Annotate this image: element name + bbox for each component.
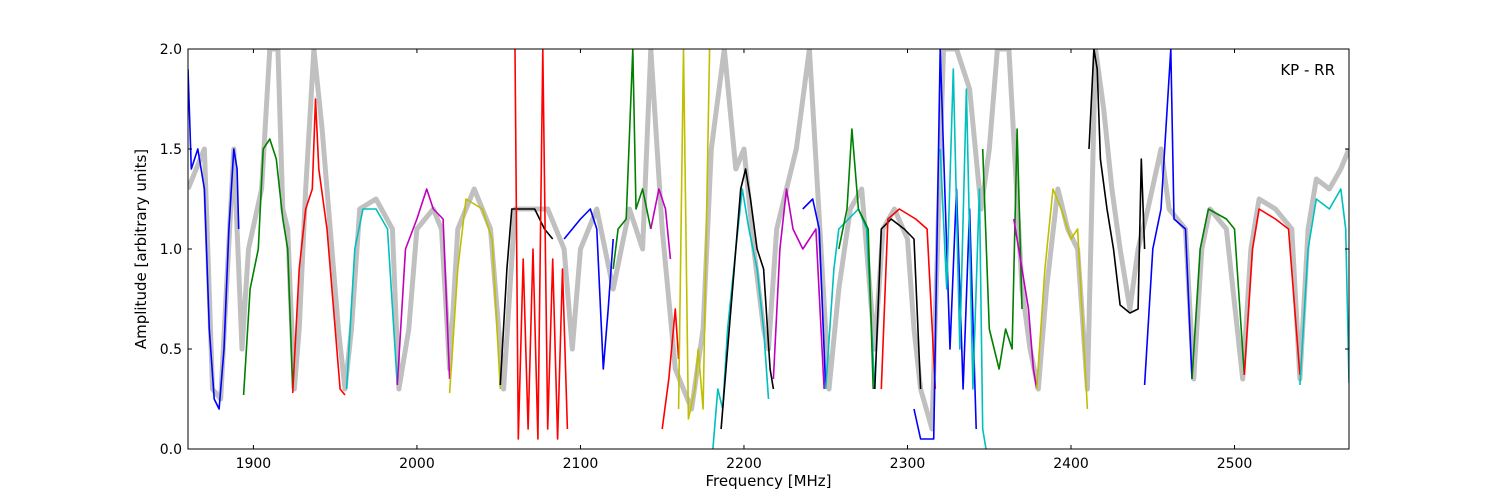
y-tick-label: 2.0 bbox=[160, 42, 182, 58]
series-line-19 bbox=[838, 128, 874, 390]
series-line-15 bbox=[720, 168, 775, 430]
series-line-12 bbox=[661, 308, 680, 430]
series-line-11 bbox=[650, 188, 672, 260]
y-tick-label: 1.0 bbox=[160, 242, 182, 258]
x-tick-label: 2500 bbox=[1217, 456, 1253, 472]
series-line-30 bbox=[1243, 208, 1301, 376]
series-line-3 bbox=[291, 98, 346, 396]
series-line-28 bbox=[1143, 49, 1193, 386]
series-line-13 bbox=[677, 49, 711, 420]
series-line-23 bbox=[939, 68, 987, 449]
series-line-25 bbox=[1013, 218, 1038, 390]
series-line-1 bbox=[188, 68, 240, 410]
y-tick-label: 1.5 bbox=[160, 142, 182, 158]
series-line-4 bbox=[345, 208, 399, 390]
x-tick-label: 2100 bbox=[563, 456, 599, 472]
series-line-9 bbox=[563, 208, 614, 370]
series-line-8 bbox=[514, 49, 569, 440]
series-line-22 bbox=[913, 49, 977, 440]
x-tick-label: 2200 bbox=[726, 456, 762, 472]
series-line-31 bbox=[1299, 188, 1349, 386]
series-line-24 bbox=[981, 128, 1023, 370]
series-line-29 bbox=[1191, 208, 1246, 380]
series-line-26 bbox=[1035, 188, 1089, 410]
series-line-16 bbox=[772, 188, 825, 390]
y-axis-label: Amplitude [arbitrary units] bbox=[132, 149, 150, 349]
background-envelope-line bbox=[188, 49, 1349, 432]
series-line-27 bbox=[1088, 49, 1146, 314]
series-line-18 bbox=[824, 208, 876, 390]
series-line-10 bbox=[612, 49, 652, 270]
y-tick-label: 0.0 bbox=[160, 442, 182, 458]
chart-annotation: KP - RR bbox=[1280, 61, 1335, 79]
x-axis-label: Frequency [MHz] bbox=[705, 472, 831, 490]
y-tick-label: 0.5 bbox=[160, 342, 182, 358]
series-line-20 bbox=[874, 218, 922, 390]
series-line-2 bbox=[242, 138, 294, 396]
x-tick-label: 2000 bbox=[399, 456, 435, 472]
x-tick-label: 2400 bbox=[1053, 456, 1089, 472]
series-line-21 bbox=[880, 208, 937, 390]
x-tick-label: 2300 bbox=[890, 456, 926, 472]
series-line-5 bbox=[396, 188, 451, 386]
series-line-17 bbox=[802, 198, 827, 390]
x-tick-label: 1900 bbox=[236, 456, 272, 472]
series-line-6 bbox=[448, 198, 502, 394]
